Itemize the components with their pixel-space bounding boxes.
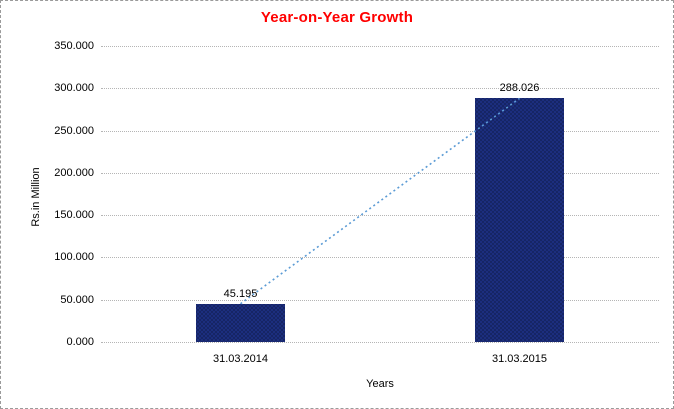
x-tick-label: 31.03.2015 xyxy=(491,353,548,365)
y-tick-label: 350.000 xyxy=(54,40,94,52)
y-tick-label: 150.000 xyxy=(54,209,94,222)
bar-data-label: 288.026 xyxy=(499,82,540,95)
gridline xyxy=(101,342,659,343)
x-axis-title: Years xyxy=(366,378,394,390)
y-tick-label: 50.000 xyxy=(60,293,94,306)
bar xyxy=(475,98,564,342)
gridline xyxy=(101,130,659,132)
gridline xyxy=(101,172,659,174)
y-tick-label: 100.000 xyxy=(54,251,94,264)
y-tick-label: 250.000 xyxy=(54,124,94,137)
bar xyxy=(196,303,285,342)
plot-area xyxy=(101,46,659,343)
gridline xyxy=(101,299,659,301)
x-tick-label: 31.03.2014 xyxy=(212,353,269,365)
bar-data-label: 45.195 xyxy=(223,287,258,300)
y-tick-label: 300.000 xyxy=(54,82,94,95)
y-tick-label: 200.000 xyxy=(54,166,94,179)
gridline xyxy=(101,88,659,90)
gridline xyxy=(101,46,659,47)
trend-line xyxy=(240,97,520,305)
chart-title: Year-on-Year Growth xyxy=(260,9,414,26)
y-tick-label: 0.000 xyxy=(66,336,94,348)
gridline xyxy=(101,257,659,259)
gridline xyxy=(101,215,659,217)
